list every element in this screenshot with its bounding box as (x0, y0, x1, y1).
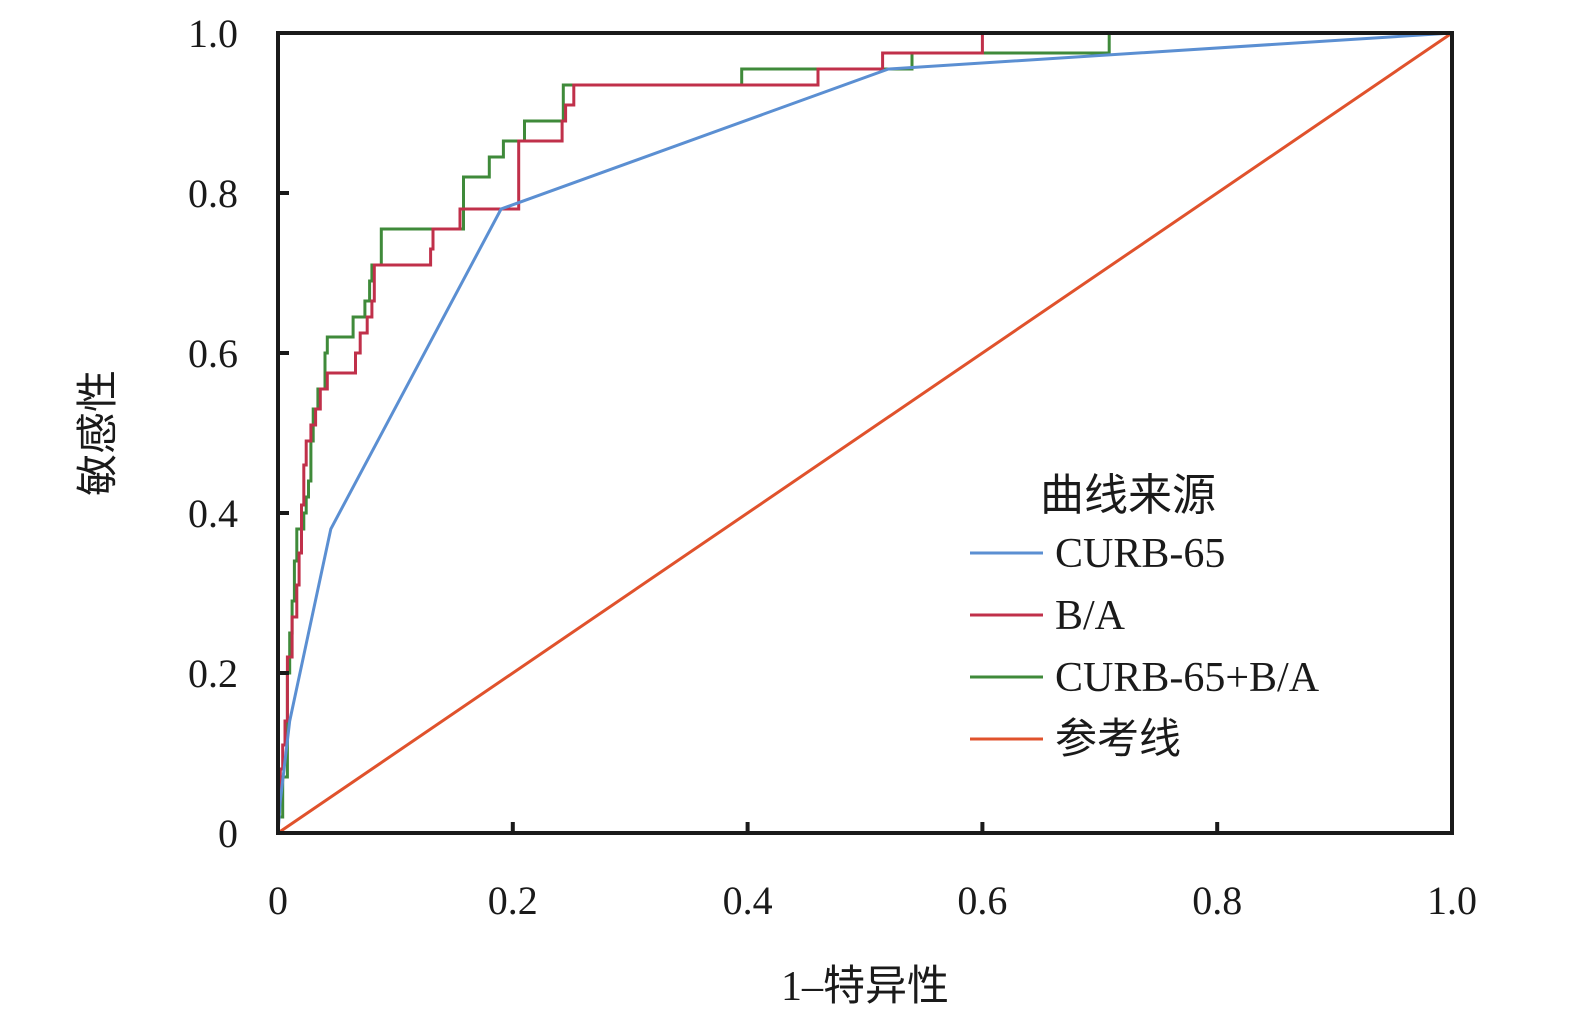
series-line-curb-65 (276, 31, 1453, 834)
x-axis-title: 1–特异性 (781, 964, 949, 1010)
x-tick-label: 0.4 (723, 878, 773, 923)
legend-label-b-a: B/A (1055, 593, 1126, 639)
x-tick-label: 0.2 (488, 878, 538, 923)
x-tick-label: 0.8 (1192, 878, 1242, 923)
y-tick-label: 0.4 (188, 491, 238, 536)
legend-label-curb-65-b-a: CURB-65+B/A (1055, 655, 1320, 701)
x-tick-label: 0.6 (957, 878, 1007, 923)
legend-label-curb-65: CURB-65 (1055, 531, 1225, 577)
series-line-b-a (276, 31, 1452, 833)
legend: 曲线来源 CURB-65 B/A CURB-65+B/A 参考线 (970, 471, 1320, 763)
y-tick-label: 0.2 (188, 651, 238, 696)
legend-title: 曲线来源 (1040, 471, 1216, 520)
roc-curves (276, 31, 1453, 835)
y-axis-title: 敏感性 (76, 370, 122, 496)
y-tick-label: 0.8 (188, 171, 238, 216)
plot-frame (276, 31, 1454, 835)
y-tick-label: 1.0 (188, 11, 238, 56)
y-tick-label: 0.6 (188, 331, 238, 376)
series-line-curb-65-b-a (276, 31, 1452, 833)
legend-label-reference: 参考线 (1055, 716, 1181, 763)
series-line-reference (277, 31, 1453, 835)
x-axis: 0 0.2 0.4 0.6 0.8 1.0 (268, 822, 1477, 923)
y-axis: 0 0.2 0.4 0.6 0.8 1.0 (188, 11, 289, 856)
y-tick-label: 0 (218, 811, 238, 856)
x-tick-label: 0 (268, 878, 288, 923)
x-tick-label: 1.0 (1427, 878, 1477, 923)
